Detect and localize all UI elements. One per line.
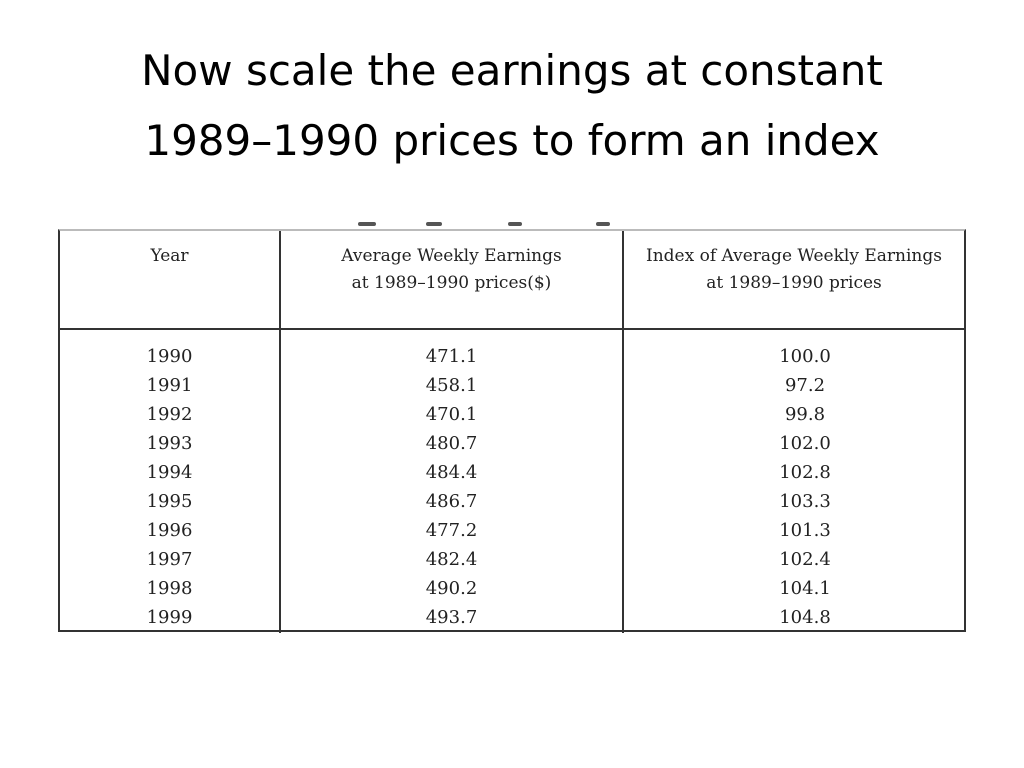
year-cell: 1992 xyxy=(146,404,193,425)
year-cell: 1994 xyxy=(146,462,193,483)
slide-title-line-1: Now scale the earnings at constant xyxy=(141,46,883,95)
earnings-cell: 486.7 xyxy=(425,491,478,512)
year-cell: 1997 xyxy=(146,549,193,570)
index-column: 100.0 97.2 99.8 102.0 102.8 103.3 101.3 102.4 10… xyxy=(622,329,964,633)
year-cell: 1995 xyxy=(146,491,193,512)
header-earnings-line-2: at 1989–1990 prices($) xyxy=(351,273,552,293)
earnings-cell: 493.7 xyxy=(425,607,478,628)
earnings-cell: 490.2 xyxy=(425,578,478,599)
index-cell: 102.8 xyxy=(779,462,831,483)
index-cell: 102.0 xyxy=(779,433,831,454)
earnings-index-table: Year Average Weekly Earnings at 1989–199… xyxy=(58,229,966,633)
index-cell: 102.4 xyxy=(779,549,831,570)
header-index-line-2: at 1989–1990 prices xyxy=(706,273,882,293)
earnings-cell: 480.7 xyxy=(425,433,478,454)
earnings-cell: 471.1 xyxy=(425,346,478,367)
earnings-cell: 477.2 xyxy=(425,520,478,541)
header-index-line-1: Index of Average Weekly Earnings xyxy=(646,246,942,266)
year-cell: 1996 xyxy=(146,520,193,541)
year-cell: 1998 xyxy=(146,578,193,599)
index-cell: 104.1 xyxy=(779,578,831,599)
index-cell: 103.3 xyxy=(779,491,831,512)
clipped-text-artifact xyxy=(358,222,618,228)
earnings-cell: 482.4 xyxy=(425,549,478,570)
index-cell: 104.8 xyxy=(779,607,831,628)
index-cell: 101.3 xyxy=(779,520,831,541)
slide-title: Now scale the earnings at constant 1989–… xyxy=(40,36,984,176)
header-index: Index of Average Weekly Earnings at 1989… xyxy=(622,231,964,330)
header-earnings: Average Weekly Earnings at 1989–1990 pri… xyxy=(279,231,623,330)
earnings-cell: 458.1 xyxy=(425,375,478,396)
year-cell: 1999 xyxy=(146,607,193,628)
year-cell: 1990 xyxy=(146,346,193,367)
index-cell: 97.2 xyxy=(784,375,826,396)
index-cell: 99.8 xyxy=(784,404,826,425)
earnings-column: 471.1 458.1 470.1 480.7 484.4 486.7 477.2 482.4… xyxy=(279,329,623,633)
data-table: Year Average Weekly Earnings at 1989–199… xyxy=(60,231,964,633)
index-cell: 100.0 xyxy=(779,346,831,367)
year-cell: 1991 xyxy=(146,375,193,396)
earnings-cell: 470.1 xyxy=(425,404,478,425)
table-body-row: 1990 1991 1992 1993 1994 1995 1996 1997 1998 1999… xyxy=(60,329,964,633)
header-year-label: Year xyxy=(150,246,189,266)
header-year: Year xyxy=(60,231,280,330)
slide-title-line-2: 1989–1990 prices to form an index xyxy=(144,116,880,165)
earnings-cell: 484.4 xyxy=(425,462,478,483)
header-earnings-line-1: Average Weekly Earnings xyxy=(341,246,562,266)
year-cell: 1993 xyxy=(146,433,193,454)
table-header-row: Year Average Weekly Earnings at 1989–199… xyxy=(60,231,964,330)
year-column: 1990 1991 1992 1993 1994 1995 1996 1997 1998 1999 xyxy=(60,329,280,633)
